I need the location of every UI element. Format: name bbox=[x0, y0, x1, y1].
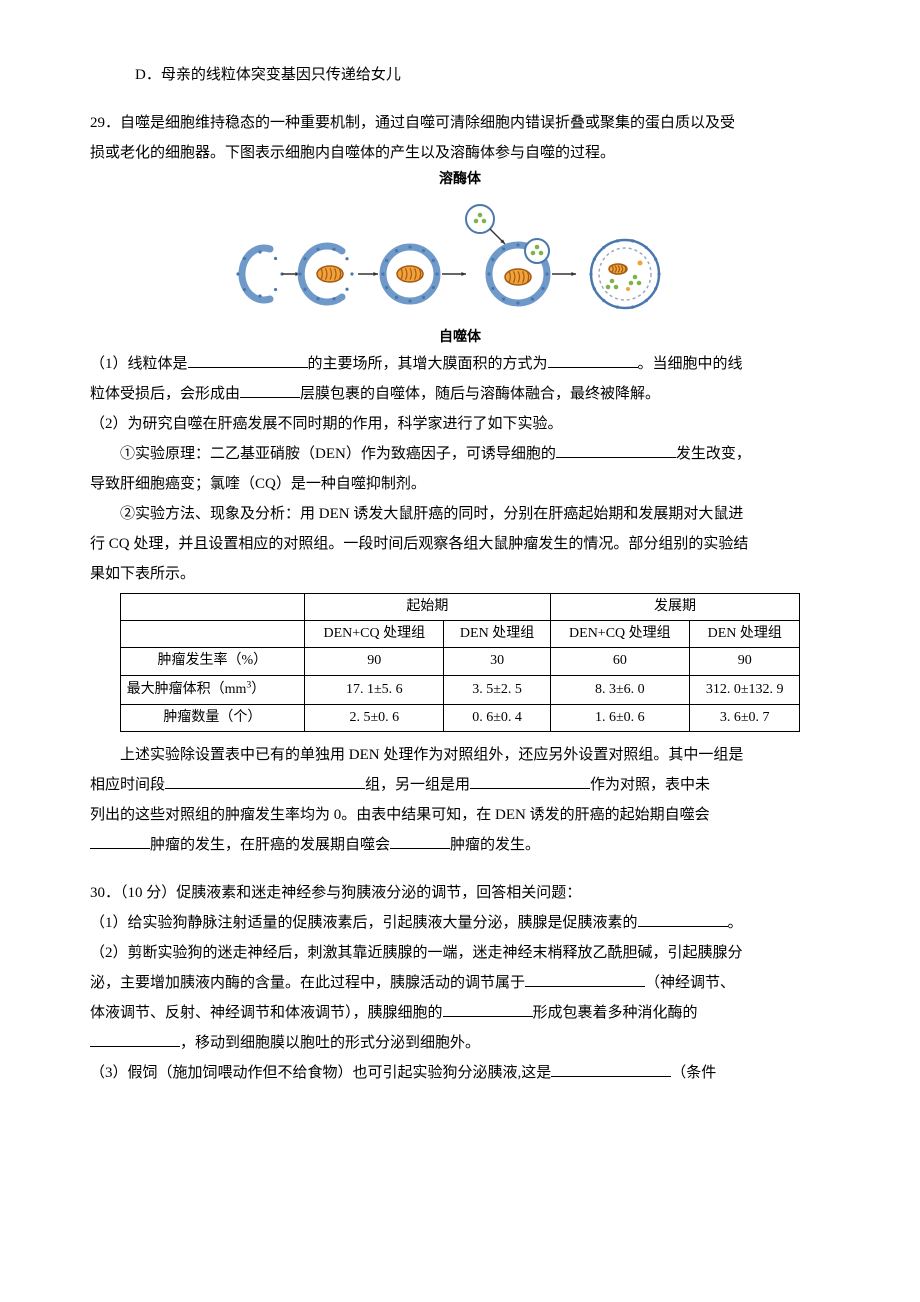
option-d: D．母亲的线粒体突变基因只传递给女儿 bbox=[90, 60, 830, 90]
blank bbox=[551, 1061, 671, 1077]
q29-part2-2-line1: ②实验方法、现象及分析：用 DEN 诱发大鼠肝癌的同时，分别在肝癌起始期和发展期… bbox=[90, 499, 830, 529]
q29-part1-line2: 粒体受损后，会形成由层膜包裹的自噬体，随后与溶酶体融合，最终被降解。 bbox=[90, 379, 830, 409]
table-cell: 17. 1±5. 6 bbox=[305, 675, 444, 704]
blank bbox=[548, 352, 638, 368]
blank bbox=[165, 773, 365, 789]
table-header-cell: DEN+CQ 处理组 bbox=[550, 620, 689, 647]
table-header-cell: DEN 处理组 bbox=[444, 620, 550, 647]
q30-p3: （3）假饲（施加饲喂动作但不给食物）也可引起实验狗分泌胰液,这是（条件 bbox=[90, 1058, 830, 1088]
table-header-cell: 起始期 bbox=[305, 593, 551, 620]
q29-part2-2-line3: 果如下表所示。 bbox=[90, 559, 830, 589]
table-header-cell bbox=[120, 593, 304, 620]
blank bbox=[240, 382, 300, 398]
q29-part2-head: （2）为研究自噬在肝癌发展不同时期的作用，科学家进行了如下实验。 bbox=[90, 409, 830, 439]
table-cell: 2. 5±0. 6 bbox=[305, 704, 444, 731]
table-header-cell: 发展期 bbox=[550, 593, 800, 620]
table-cell: 最大肿瘤体积（mm3） bbox=[120, 675, 304, 704]
table-row: 肿瘤数量（个） 2. 5±0. 6 0. 6±0. 4 1. 6±0. 6 3.… bbox=[120, 704, 800, 731]
blank bbox=[390, 833, 450, 849]
table-header-row: DEN+CQ 处理组 DEN 处理组 DEN+CQ 处理组 DEN 处理组 bbox=[120, 620, 800, 647]
table-cell: 0. 6±0. 4 bbox=[444, 704, 550, 731]
blank bbox=[188, 352, 308, 368]
option-d-text: D．母亲的线粒体突变基因只传递给女儿 bbox=[135, 67, 401, 83]
table-cell: 90 bbox=[690, 648, 800, 675]
q30-p1: （1）给实验狗静脉注射适量的促胰液素后，引起胰液大量分泌，胰腺是促胰液素的。 bbox=[90, 908, 830, 938]
q29-part2-1-line2: 导致肝细胞癌变；氯喹（CQ）是一种自噬抑制剂。 bbox=[90, 469, 830, 499]
blank bbox=[90, 833, 150, 849]
table-cell: 60 bbox=[550, 648, 689, 675]
diagram-bottom-label: 自噬体 bbox=[230, 330, 690, 347]
table-cell: 肿瘤数量（个） bbox=[120, 704, 304, 731]
table-cell: 312. 0±132. 9 bbox=[690, 675, 800, 704]
q30-head: 30．（10 分）促胰液素和迷走神经参与狗胰液分泌的调节，回答相关问题： bbox=[90, 878, 830, 908]
table-row: 肿瘤发生率（%） 90 30 60 90 bbox=[120, 648, 800, 675]
q29-stem-line1: 29．自噬是细胞维持稳态的一种重要机制，通过自噬可清除细胞内错误折叠或聚集的蛋白… bbox=[90, 108, 830, 138]
q30-p2-line1: （2）剪断实验狗的迷走神经后，刺激其靠近胰腺的一端，迷走神经末梢释放乙酰胆碱，引… bbox=[90, 938, 830, 968]
blank bbox=[470, 773, 590, 789]
q29-part1-line1: （1）线粒体是的主要场所，其增大膜面积的方式为。当细胞中的线 bbox=[90, 349, 830, 379]
results-table: 起始期 发展期 DEN+CQ 处理组 DEN 处理组 DEN+CQ 处理组 DE… bbox=[120, 593, 801, 733]
table-cell: 1. 6±0. 6 bbox=[550, 704, 689, 731]
table-header-cell: DEN 处理组 bbox=[690, 620, 800, 647]
blank bbox=[443, 1001, 533, 1017]
table-cell: 8. 3±6. 0 bbox=[550, 675, 689, 704]
q30-p2-line4: ，移动到细胞膜以胞吐的形式分泌到细胞外。 bbox=[90, 1028, 830, 1058]
q29-stem-line2: 损或老化的细胞器。下图表示细胞内自噬体的产生以及溶酶体参与自噬的过程。 bbox=[90, 138, 830, 168]
q29-part2-2-line2: 行 CQ 处理，并且设置相应的对照组。一段时间后观察各组大鼠肿瘤发生的情况。部分… bbox=[90, 529, 830, 559]
q29-part2-1-line1: ①实验原理：二乙基亚硝胺（DEN）作为致癌因子，可诱导细胞的发生改变， bbox=[90, 439, 830, 469]
q30-p2-line3: 体液调节、反射、神经调节和体液调节），胰腺细胞的形成包裹着多种消化酶的 bbox=[90, 998, 830, 1028]
autophagy-diagram: 溶酶体 自噬体 bbox=[230, 172, 690, 347]
table-header-row: 起始期 发展期 bbox=[120, 593, 800, 620]
table-cell: 3. 5±2. 5 bbox=[444, 675, 550, 704]
diagram-top-label: 溶酶体 bbox=[230, 172, 690, 189]
blank bbox=[556, 442, 676, 458]
q29-post-line3: 列出的这些对照组的肿瘤发生率均为 0。由表中结果可知，在 DEN 诱发的肝癌的起… bbox=[90, 800, 830, 830]
blank bbox=[638, 911, 728, 927]
q29-post-line4: 肿瘤的发生，在肝癌的发展期自噬会肿瘤的发生。 bbox=[90, 830, 830, 860]
blank bbox=[525, 971, 645, 987]
blank bbox=[90, 1031, 180, 1047]
table-cell: 90 bbox=[305, 648, 444, 675]
q29-post-line2: 相应时间段组，另一组是用作为对照，表中未 bbox=[90, 770, 830, 800]
table-cell: 30 bbox=[444, 648, 550, 675]
q30-p2-line2: 泌，主要增加胰液内酶的含量。在此过程中，胰腺活动的调节属于（神经调节、 bbox=[90, 968, 830, 998]
autophagy-diagram-svg bbox=[230, 189, 690, 319]
table-cell: 肿瘤发生率（%） bbox=[120, 648, 304, 675]
table-header-cell: DEN+CQ 处理组 bbox=[305, 620, 444, 647]
table-row: 最大肿瘤体积（mm3） 17. 1±5. 6 3. 5±2. 5 8. 3±6.… bbox=[120, 675, 800, 704]
table-cell: 3. 6±0. 7 bbox=[690, 704, 800, 731]
q29-post-line1: 上述实验除设置表中已有的单独用 DEN 处理作为对照组外，还应另外设置对照组。其… bbox=[90, 740, 830, 770]
table-header-cell bbox=[120, 620, 304, 647]
